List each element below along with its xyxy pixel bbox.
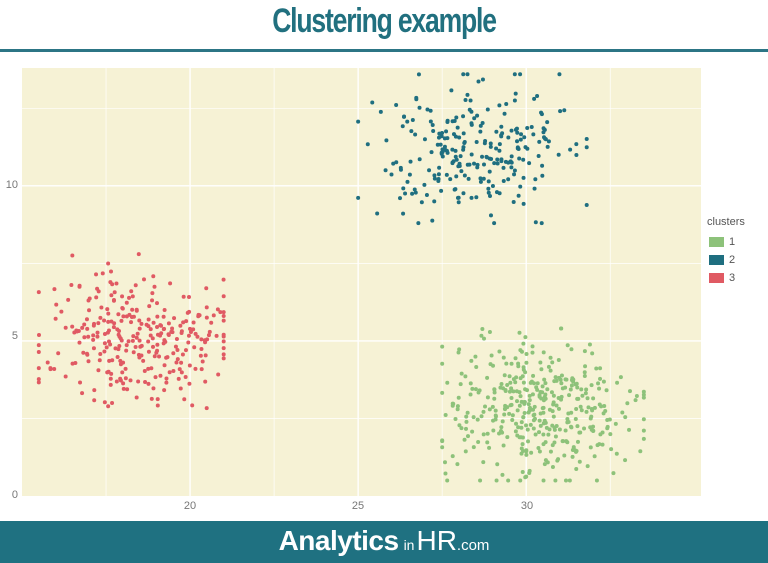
- title-divider: [0, 49, 768, 52]
- legend-item-2[interactable]: 2: [709, 251, 745, 269]
- x-tick-25: 25: [351, 500, 365, 512]
- x-tick-20: 20: [183, 500, 197, 512]
- x-tick-30: 30: [520, 500, 534, 512]
- legend: clusters 1 2 3: [707, 216, 745, 287]
- legend-label-2: 2: [729, 254, 736, 266]
- cluster-1-points: [440, 326, 646, 483]
- chart-title: Clustering example: [272, 2, 497, 40]
- legend-label-3: 3: [729, 272, 736, 284]
- footer-banner: Analytics inHR.com: [0, 521, 768, 563]
- brand-hr: HR: [416, 525, 457, 556]
- legend-swatch-2: [709, 255, 724, 265]
- brand-in: in: [403, 537, 415, 553]
- y-tick-0: 0: [11, 489, 18, 501]
- brand-com: .com: [456, 537, 490, 554]
- legend-label-1: 1: [729, 236, 736, 248]
- brand-main: Analytics: [278, 525, 400, 556]
- legend-item-3[interactable]: 3: [709, 269, 745, 287]
- y-tick-5: 5: [11, 330, 18, 342]
- y-tick-10: 10: [5, 179, 18, 191]
- brand-logo: Analytics inHR.com: [0, 525, 768, 557]
- legend-item-1[interactable]: 1: [709, 233, 745, 251]
- cluster-3-points: [36, 252, 226, 411]
- legend-swatch-3: [709, 273, 724, 283]
- cluster-2-points: [356, 72, 589, 226]
- legend-swatch-1: [709, 237, 724, 247]
- legend-title: clusters: [707, 216, 745, 228]
